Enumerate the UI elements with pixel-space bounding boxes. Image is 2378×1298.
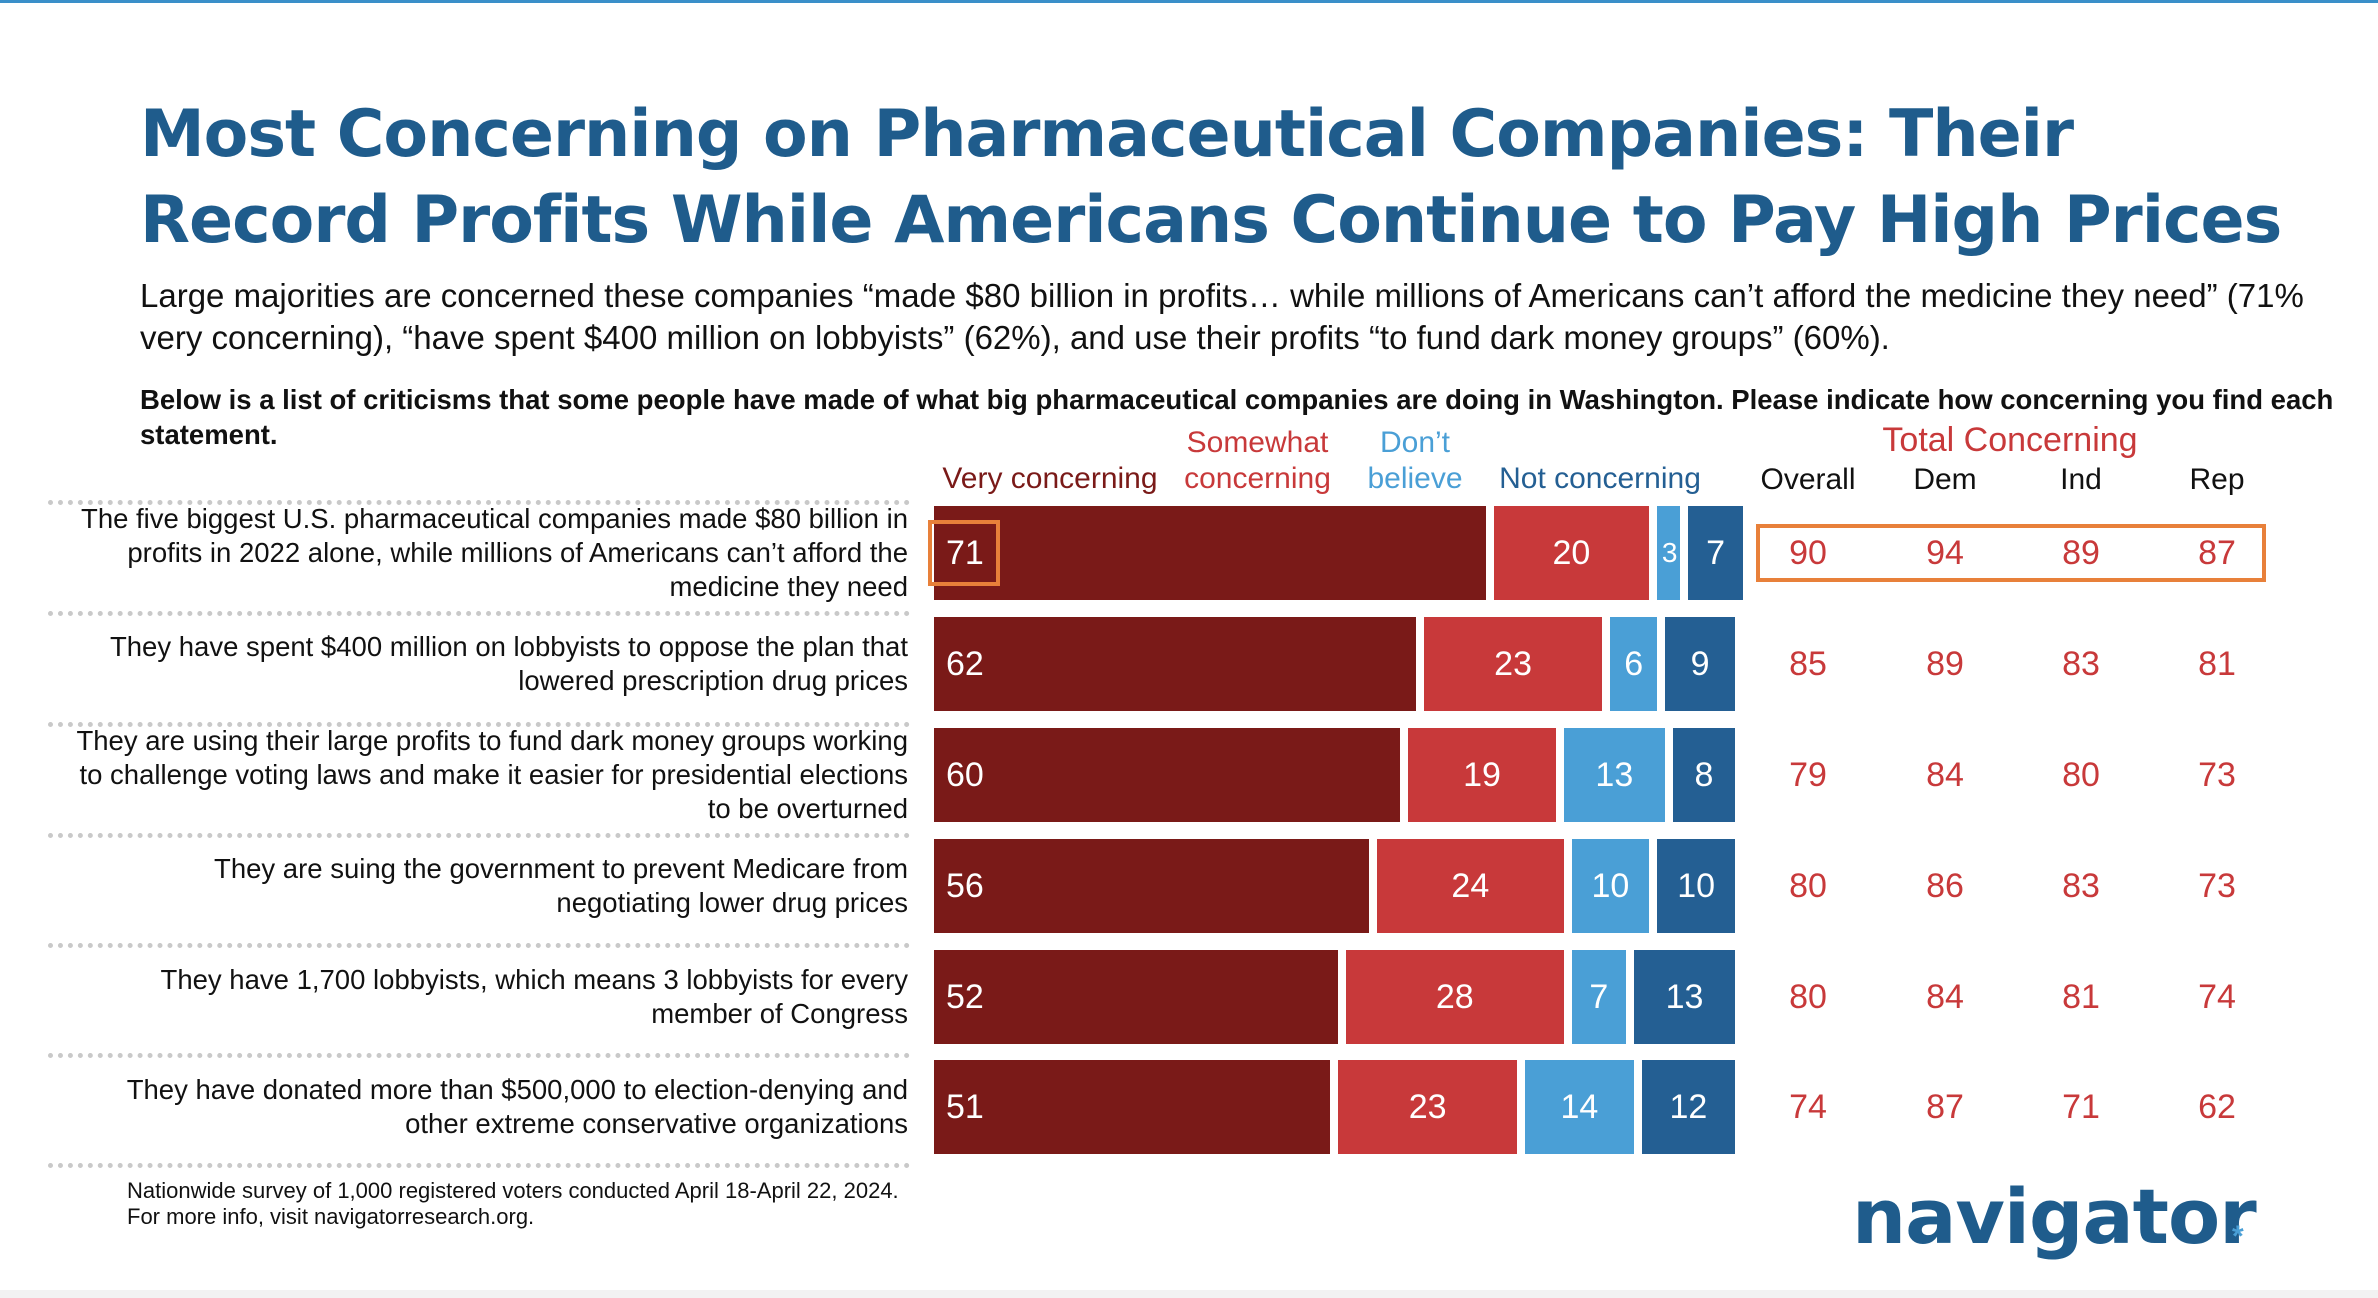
bar-dont-believe: 13 [1563, 728, 1665, 822]
bar-dont-believe: 14 [1524, 1060, 1634, 1154]
row-label: They are suing the government to prevent… [214, 853, 908, 918]
bar-somewhat-concerning: 28 [1346, 950, 1564, 1044]
total-overall: 90 [1789, 534, 1827, 572]
row-label: They have 1,700 lobbyists, which means 3… [160, 964, 908, 1029]
bar-very-concerning: 60 [934, 728, 1401, 822]
total-rep: 87 [2198, 534, 2236, 572]
bar-not-concerning: 10 [1657, 839, 1735, 933]
total-rep: 73 [2198, 867, 2236, 905]
header-dem: Dem [1913, 463, 1977, 496]
total-ind: 89 [2062, 534, 2100, 572]
row-label: The five biggest U.S. pharmaceutical com… [81, 503, 908, 602]
total-dem: 89 [1926, 645, 1964, 683]
total-rep: 81 [2198, 645, 2236, 683]
total-rep: 74 [2198, 978, 2236, 1016]
row-separator [48, 722, 910, 727]
header-ind: Ind [2060, 463, 2102, 496]
header-dont-believe: Don’t believe [1367, 426, 1463, 495]
header-somewhat-concerning: Somewhat concerning [1184, 426, 1331, 495]
bar-somewhat-concerning: 20 [1493, 506, 1650, 600]
row-separator [48, 611, 910, 616]
bar-somewhat-concerning: 23 [1338, 1060, 1517, 1154]
survey-question: Below is a list of criticisms that some … [140, 384, 2334, 450]
bar-somewhat-concerning: 19 [1408, 728, 1556, 822]
bar-somewhat-concerning: 24 [1377, 839, 1564, 933]
bar-not-concerning: 8 [1672, 728, 1735, 822]
total-ind: 83 [2062, 867, 2100, 905]
navigator-logo: navigator [1852, 1172, 2257, 1261]
bottom-border [0, 1290, 2378, 1298]
total-overall: 80 [1789, 867, 1827, 905]
row-separator [48, 500, 910, 505]
footnote: Nationwide survey of 1,000 registered vo… [127, 1178, 899, 1230]
bar-very-concerning: 51 [934, 1060, 1331, 1154]
total-rep: 73 [2198, 756, 2236, 794]
header-overall: Overall [1760, 463, 1856, 496]
total-dem: 94 [1926, 534, 1964, 572]
bar-dont-believe: 10 [1571, 839, 1650, 933]
row-label: They have spent $400 million on lobbyist… [109, 631, 908, 696]
footnote-link: For more info, visit navigatorresearch.o… [127, 1204, 535, 1229]
bar-not-concerning: 9 [1665, 617, 1735, 711]
total-overall: 79 [1789, 756, 1827, 794]
highlight-box-totals [1756, 524, 2266, 582]
bar-very-concerning: 71 [934, 506, 1486, 600]
total-rep: 62 [2198, 1088, 2236, 1126]
total-dem: 87 [1926, 1088, 1964, 1126]
total-overall: 74 [1789, 1088, 1827, 1126]
bar-very-concerning: 52 [934, 950, 1339, 1044]
total-ind: 80 [2062, 756, 2100, 794]
header-not-concerning: Not concerning [1499, 462, 1701, 495]
total-dem: 86 [1926, 867, 1964, 905]
total-ind: 71 [2062, 1088, 2100, 1126]
header-very-concerning: Very concerning [942, 462, 1158, 495]
total-dem: 84 [1926, 756, 1964, 794]
row-separator [48, 1163, 910, 1168]
bar-dont-believe: 3 [1657, 506, 1681, 600]
header-rep: Rep [2189, 463, 2245, 496]
row-label: They have donated more than $500,000 to … [126, 1074, 908, 1139]
total-overall: 80 [1789, 978, 1827, 1016]
total-ind: 81 [2062, 978, 2100, 1016]
bar-dont-believe: 7 [1571, 950, 1626, 1044]
row-label: They are using their large profits to fu… [76, 725, 908, 824]
row-separator [48, 1053, 910, 1058]
row-separator [48, 943, 910, 948]
top-accent-line [0, 0, 2378, 3]
bar-dont-believe: 6 [1610, 617, 1658, 711]
row-separator [48, 833, 910, 838]
total-overall: 85 [1789, 645, 1827, 683]
bar-not-concerning: 13 [1633, 950, 1735, 1044]
page-title: Most Concerning on Pharmaceutical Compan… [140, 97, 2282, 258]
footnote-survey: Nationwide survey of 1,000 registered vo… [127, 1178, 899, 1203]
total-dem: 84 [1926, 978, 1964, 1016]
page-subtitle: Large majorities are concerned these com… [140, 277, 2304, 356]
bar-very-concerning: 56 [934, 839, 1370, 933]
header-total-concerning: Total Concerning [1882, 421, 2138, 459]
total-ind: 83 [2062, 645, 2100, 683]
logo-asterisk-icon: * [2232, 1220, 2244, 1253]
highlight-box-very [928, 520, 1000, 586]
bar-not-concerning: 12 [1641, 1060, 1735, 1154]
bar-not-concerning: 7 [1688, 506, 1743, 600]
bar-very-concerning: 62 [934, 617, 1416, 711]
bar-somewhat-concerning: 23 [1423, 617, 1603, 711]
